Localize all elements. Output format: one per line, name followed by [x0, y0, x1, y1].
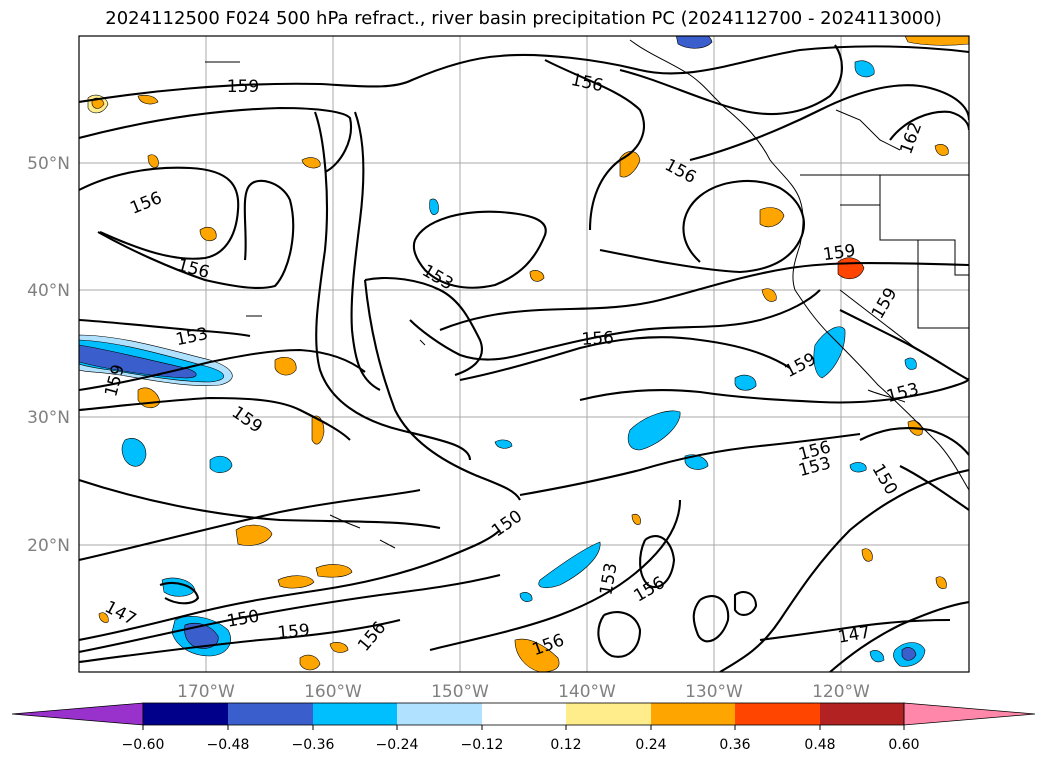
- colorbar-bin: [397, 703, 482, 725]
- colorbar-tick-label: 0.60: [888, 737, 919, 753]
- contour-label: 159: [822, 241, 857, 265]
- contour-label: 156: [581, 328, 614, 350]
- colorbar-tick-label: 0.48: [804, 737, 835, 753]
- coastlines: [205, 39, 969, 549]
- map-frame: [78, 35, 970, 673]
- map-plot-area: 159 156 156 162 156 156 153 159 153 156 …: [79, 36, 969, 672]
- colorbar-extend-min: [11, 702, 144, 726]
- colorbar-tick-label: −0.12: [461, 737, 504, 753]
- refractivity-contours: [79, 44, 969, 672]
- colorbar-extend-max: [903, 702, 1036, 726]
- colorbar-tick-label: −0.36: [292, 737, 335, 753]
- lon-tick-label: 140°W: [558, 682, 616, 702]
- map-title: 2024112500 F024 500 hPa refract., river …: [105, 8, 942, 29]
- lat-tick-label: 40°N: [27, 281, 70, 301]
- lon-tick-label: 130°W: [685, 682, 743, 702]
- colorbar-bin: [482, 703, 566, 725]
- lon-tick-label: 160°W: [304, 682, 362, 702]
- lat-tick-label: 30°N: [27, 408, 70, 428]
- lat-tick-label: 20°N: [27, 536, 70, 556]
- colorbar-tick-label: −0.24: [376, 737, 419, 753]
- colorbar-tick-label: 0.36: [719, 737, 750, 753]
- colorbar-bin: [651, 703, 735, 725]
- latitude-labels: 50°N 40°N 30°N 20°N: [27, 154, 70, 556]
- colorbar-tick-label: −0.48: [207, 737, 250, 753]
- colorbar-bin: [735, 703, 820, 725]
- lon-tick-label: 170°W: [177, 682, 235, 702]
- colorbar-bin: [143, 703, 228, 725]
- lat-tick-label: 50°N: [27, 154, 70, 174]
- colorbar-bin: [566, 703, 651, 725]
- colorbar-bin: [820, 703, 904, 725]
- longitude-labels: 170°W 160°W 150°W 140°W 130°W 120°W: [177, 682, 870, 702]
- colorbar-bin: [228, 703, 313, 725]
- colorbar: −0.60 −0.48 −0.36 −0.24 −0.12 0.12 0.24 …: [11, 702, 1036, 753]
- colorbar-tick-label: 0.12: [550, 737, 581, 753]
- colorbar-bin: [313, 703, 397, 725]
- contour-label: 159: [277, 621, 311, 644]
- colorbar-tick-label: 0.24: [635, 737, 666, 753]
- contour-label: 159: [227, 77, 259, 97]
- lon-tick-label: 120°W: [812, 682, 870, 702]
- lon-tick-label: 150°W: [431, 682, 489, 702]
- colorbar-tick-label: −0.60: [122, 737, 165, 753]
